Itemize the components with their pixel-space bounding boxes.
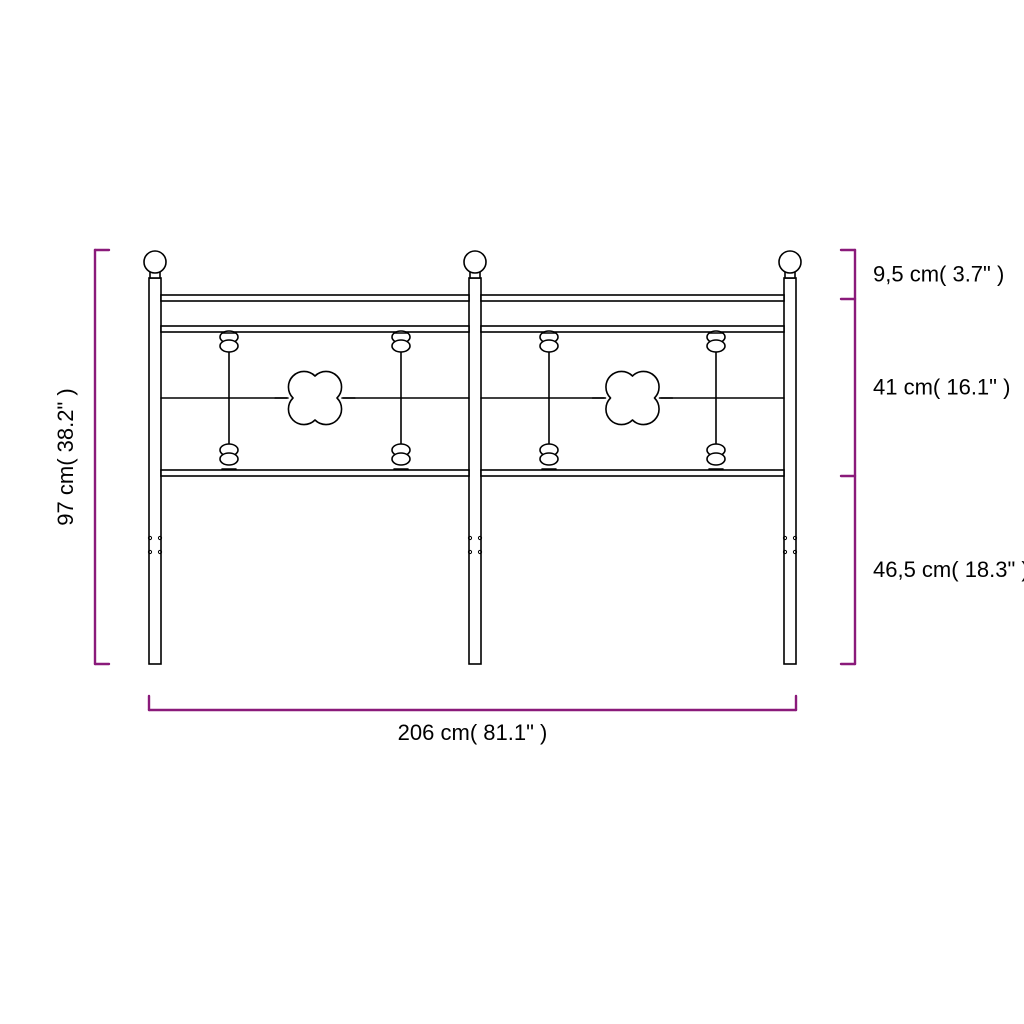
dimension-labels: 97 cm( 38.2" ) 206 cm( 81.1" ) 9,5 cm( 3.7… <box>53 262 1024 746</box>
label-width-total: 206 cm( 81.1" ) <box>398 720 548 745</box>
label-seg-0: 9,5 cm( 3.7" ) <box>873 262 1004 287</box>
label-seg-2: 46,5 cm( 18.3" ) <box>873 557 1024 582</box>
headboard-drawing <box>144 251 801 664</box>
label-seg-1: 41 cm( 16.1" ) <box>873 375 1010 400</box>
label-height-total: 97 cm( 38.2" ) <box>53 388 78 525</box>
